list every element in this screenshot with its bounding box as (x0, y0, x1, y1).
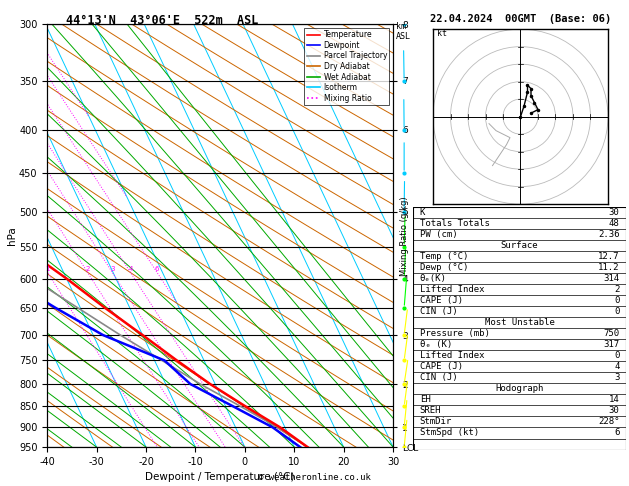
Text: 22.04.2024  00GMT  (Base: 06): 22.04.2024 00GMT (Base: 06) (430, 14, 611, 24)
Text: CIN (J): CIN (J) (420, 307, 457, 316)
Text: 2: 2 (614, 285, 620, 294)
Text: 314: 314 (603, 274, 620, 283)
Text: Dewp (°C): Dewp (°C) (420, 263, 468, 272)
Text: Lifted Index: Lifted Index (420, 285, 484, 294)
Text: EH: EH (420, 395, 430, 404)
Text: Mixing Ratio (g/kg): Mixing Ratio (g/kg) (399, 196, 409, 276)
Text: Hodograph: Hodograph (496, 384, 543, 393)
Text: 14: 14 (609, 395, 620, 404)
Text: 11.2: 11.2 (598, 263, 620, 272)
Text: 2.36: 2.36 (598, 230, 620, 239)
Text: © weatheronline.co.uk: © weatheronline.co.uk (258, 473, 371, 482)
Text: 4: 4 (614, 362, 620, 371)
Text: km
ASL: km ASL (396, 22, 411, 41)
Text: PW (cm): PW (cm) (420, 230, 457, 239)
Text: 4: 4 (128, 266, 133, 272)
Text: 1: 1 (45, 266, 50, 272)
Text: 0: 0 (614, 351, 620, 360)
Text: 44°13'N  43°06'E  522m  ASL: 44°13'N 43°06'E 522m ASL (66, 14, 259, 27)
Text: 6: 6 (155, 266, 159, 272)
Text: Most Unstable: Most Unstable (484, 318, 555, 327)
Text: 12.7: 12.7 (598, 252, 620, 261)
Text: Surface: Surface (501, 241, 538, 250)
Text: 6: 6 (614, 429, 620, 437)
Text: 0: 0 (614, 296, 620, 305)
Text: 30: 30 (609, 208, 620, 217)
X-axis label: Dewpoint / Temperature (°C): Dewpoint / Temperature (°C) (145, 472, 295, 483)
Text: θₑ(K): θₑ(K) (420, 274, 447, 283)
Text: 48: 48 (609, 219, 620, 227)
Text: Pressure (mb): Pressure (mb) (420, 329, 489, 338)
Text: 750: 750 (603, 329, 620, 338)
Text: kt: kt (437, 29, 447, 38)
Text: StmDir: StmDir (420, 417, 452, 426)
Legend: Temperature, Dewpoint, Parcel Trajectory, Dry Adiabat, Wet Adiabat, Isotherm, Mi: Temperature, Dewpoint, Parcel Trajectory… (304, 28, 389, 105)
Text: Temp (°C): Temp (°C) (420, 252, 468, 261)
Text: StmSpd (kt): StmSpd (kt) (420, 429, 479, 437)
Text: 2: 2 (86, 266, 90, 272)
Text: SREH: SREH (420, 406, 441, 416)
Text: 0: 0 (614, 307, 620, 316)
Text: Lifted Index: Lifted Index (420, 351, 484, 360)
Text: 228°: 228° (598, 417, 620, 426)
Text: 30: 30 (609, 406, 620, 416)
Text: 3: 3 (614, 373, 620, 382)
Text: 317: 317 (603, 340, 620, 349)
Text: Totals Totals: Totals Totals (420, 219, 489, 227)
Text: K: K (420, 208, 425, 217)
Text: θₑ (K): θₑ (K) (420, 340, 452, 349)
Text: CAPE (J): CAPE (J) (420, 362, 463, 371)
Text: CAPE (J): CAPE (J) (420, 296, 463, 305)
Text: CIN (J): CIN (J) (420, 373, 457, 382)
Text: 3: 3 (110, 266, 114, 272)
Y-axis label: hPa: hPa (8, 226, 18, 245)
